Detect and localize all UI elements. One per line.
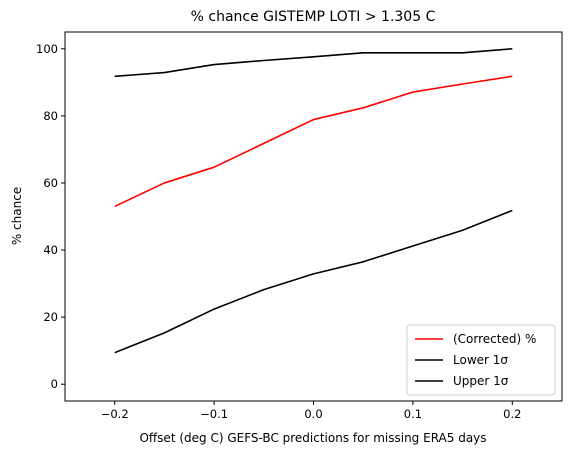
x-tick-label: 0.0	[304, 407, 322, 421]
chart-title: % chance GISTEMP LOTI > 1.305 C	[191, 9, 436, 25]
plot-lines	[114, 47, 513, 354]
legend-box	[406, 324, 556, 396]
x-tick-label: −0.1	[200, 407, 228, 421]
x-tick-label: −0.2	[101, 407, 129, 421]
series-line-1	[114, 209, 513, 354]
legend-label: (Corrected) %	[453, 332, 536, 346]
x-tick-label: 0.2	[503, 407, 521, 421]
y-axis-label: % chance	[10, 187, 24, 245]
x-axis-label: Offset (deg C) GEFS-BC predictions for m…	[139, 431, 486, 445]
y-tick-label: 0	[51, 377, 58, 391]
x-axis-ticks: −0.2 −0.1 0.0 0.1 0.2	[101, 401, 521, 421]
series-line-2	[114, 47, 513, 78]
legend-label: Upper 1σ	[453, 374, 509, 388]
y-tick-label: 20	[43, 310, 58, 324]
legend: (Corrected) % Lower 1σ Upper 1σ	[406, 324, 556, 396]
y-tick-label: 60	[43, 176, 58, 190]
x-tick-label: 0.1	[404, 407, 422, 421]
legend-label: Lower 1σ	[453, 353, 508, 367]
y-tick-label: 100	[36, 42, 58, 56]
y-tick-label: 80	[43, 109, 58, 123]
series-line-0	[114, 75, 513, 208]
y-tick-label: 40	[43, 243, 58, 257]
y-axis-ticks: 0 20 40 60 80 100	[36, 42, 65, 391]
